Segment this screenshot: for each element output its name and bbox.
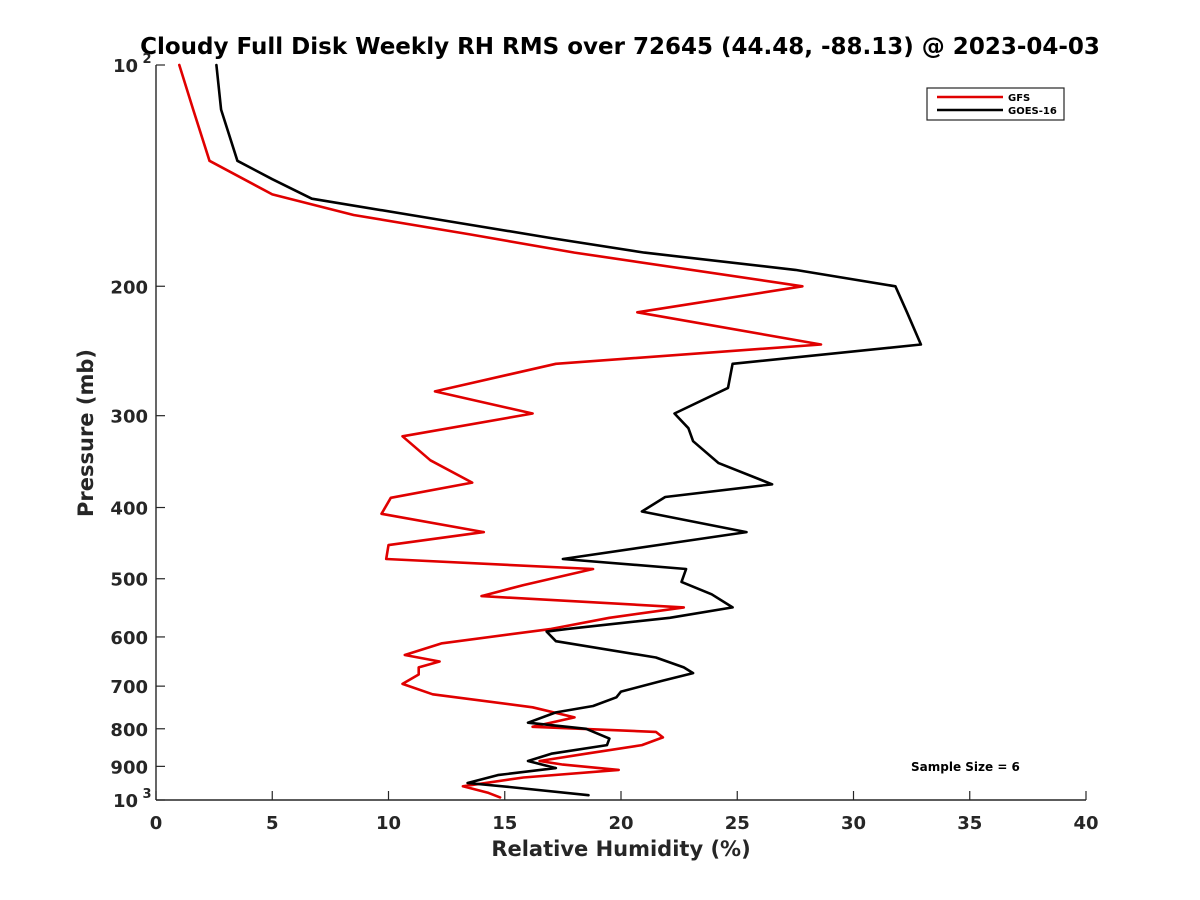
y-axis-ticks: 10 2 200 300 400 500 600 700 800 900 10 3: [110, 52, 165, 812]
x-axis-ticks: 0 5 10 15 20 25 30 35 40: [150, 791, 1099, 834]
y-tick-label: 200: [110, 277, 148, 298]
series-line-gfs: [178, 63, 823, 799]
y-tick-label-exponent: 3: [142, 787, 151, 802]
legend-label-goes16: GOES-16: [1008, 106, 1057, 117]
y-tick-label: 300: [110, 407, 148, 428]
x-tick-label: 0: [150, 813, 163, 834]
x-tick-label: 40: [1073, 813, 1098, 834]
sample-size-annotation: Sample Size = 6: [911, 760, 1020, 774]
y-tick-label: 400: [110, 499, 148, 520]
x-tick-label: 25: [725, 813, 750, 834]
y-tick-label: 800: [110, 720, 148, 741]
y-tick-label: 10: [113, 56, 138, 77]
x-tick-label: 15: [492, 813, 517, 834]
series-line-goes16: [215, 63, 923, 797]
y-tick-label: 10: [113, 791, 138, 812]
legend-label-gfs: GFS: [1008, 93, 1030, 104]
legend-box: [926, 87, 1065, 121]
y-tick-label: 700: [110, 677, 148, 698]
y-axis-label: Pressure (mb): [74, 349, 98, 517]
x-tick-label: 20: [608, 813, 633, 834]
y-tick-label: 600: [110, 628, 148, 649]
y-tick-label: 500: [110, 570, 148, 591]
chart-title: Cloudy Full Disk Weekly RH RMS over 7264…: [140, 34, 1100, 60]
x-tick-label: 35: [957, 813, 982, 834]
legend: GFS GOES-16: [926, 87, 1065, 121]
y-tick-label-exponent: 2: [142, 52, 151, 67]
x-axis-label: Relative Humidity (%): [491, 837, 750, 861]
x-tick-label: 30: [841, 813, 866, 834]
series-layer: [178, 63, 923, 799]
x-tick-label: 10: [376, 813, 401, 834]
x-tick-label: 5: [266, 813, 279, 834]
y-tick-label: 900: [110, 757, 148, 778]
plot-area: [155, 65, 1086, 801]
